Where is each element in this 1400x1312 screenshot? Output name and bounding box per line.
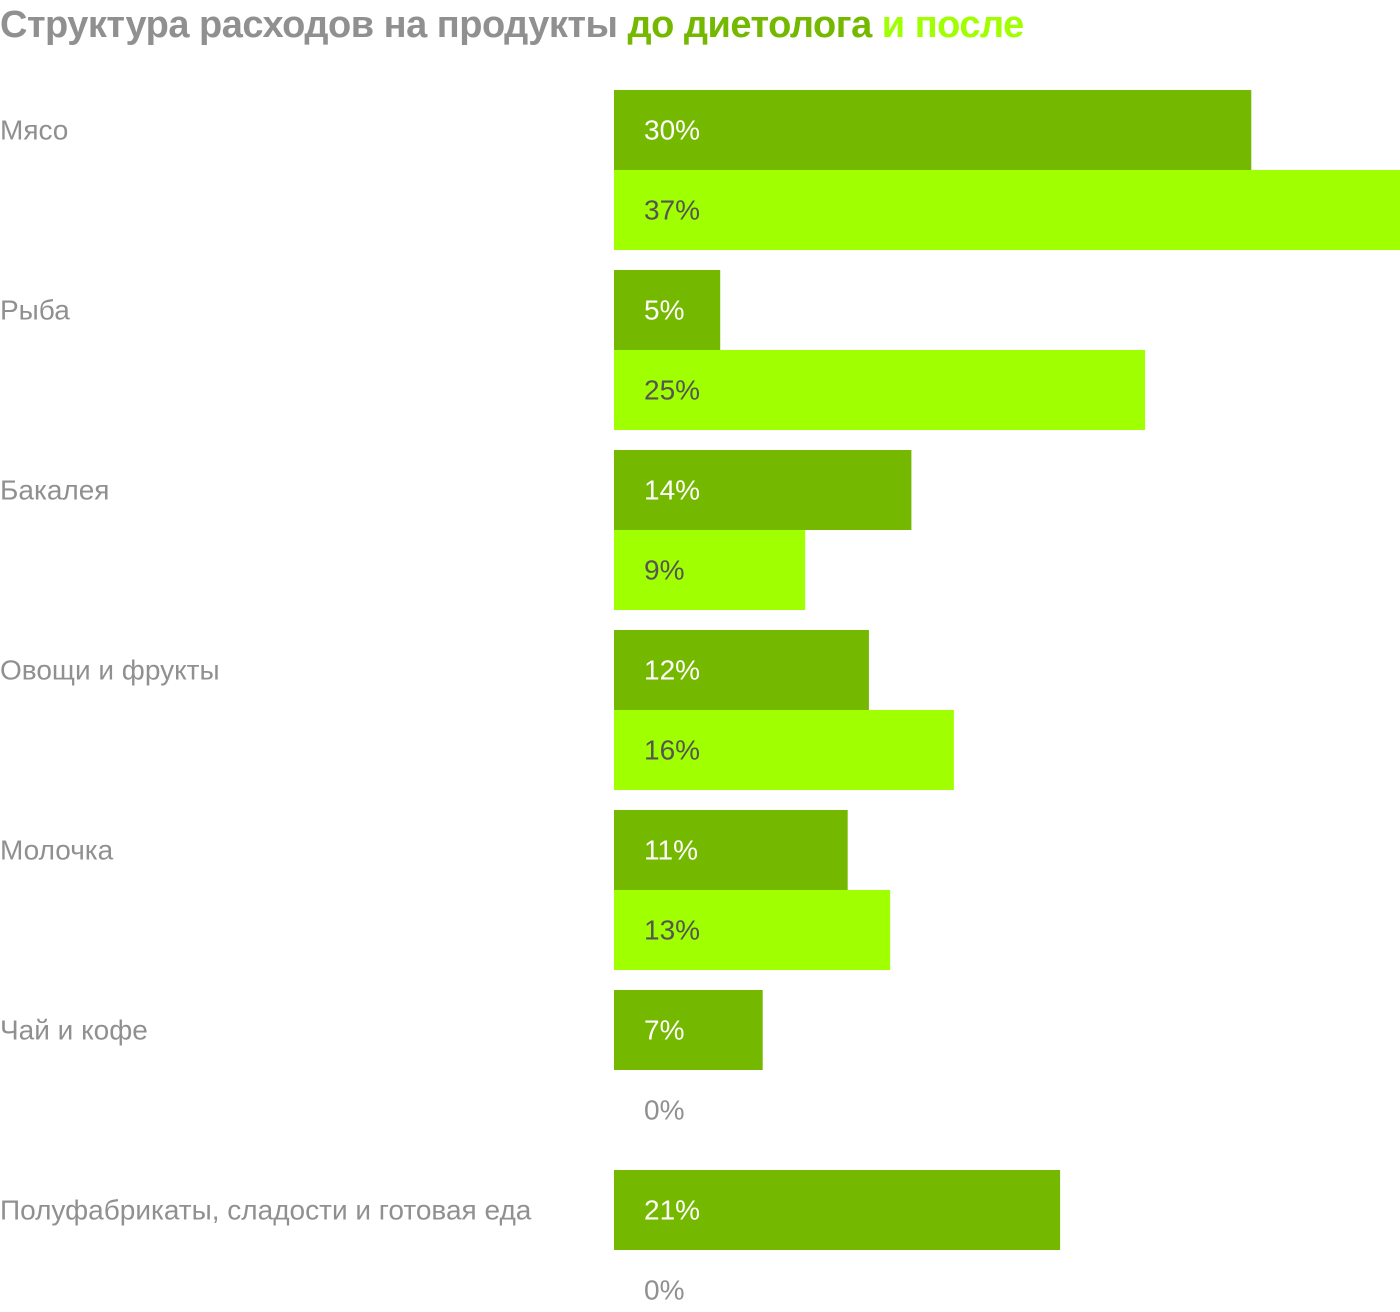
bar-before <box>614 630 869 710</box>
value-label-before: 12% <box>644 655 700 686</box>
value-label-before: 30% <box>644 115 700 146</box>
bar-before <box>614 90 1252 170</box>
value-label-after: 13% <box>644 915 700 946</box>
bar-after <box>614 890 891 970</box>
bar-after <box>614 530 806 610</box>
category-label: Бакалея <box>0 475 109 506</box>
value-label-before: 11% <box>644 835 698 866</box>
chart-title-after: и после <box>871 4 1025 46</box>
value-label-after: 16% <box>644 735 700 766</box>
category-label: Рыба <box>0 295 70 326</box>
value-label-before: 14% <box>644 475 700 506</box>
bar-before <box>614 990 763 1070</box>
chart-title: Структура расходов на продукты до диетол… <box>0 0 1024 50</box>
chart-title-main: Структура расходов на продукты <box>0 4 628 46</box>
bar-after <box>614 710 954 790</box>
chart-title-before: до диетолога <box>627 4 873 46</box>
category-label: Молочка <box>0 835 114 866</box>
value-label-after: 37% <box>644 195 700 226</box>
value-label-before: 7% <box>644 1015 684 1046</box>
value-label-after: 25% <box>644 375 700 406</box>
category-label: Чай и кофе <box>0 1015 148 1046</box>
category-label: Овощи и фрукты <box>0 655 220 686</box>
value-label-after: 0% <box>644 1275 684 1306</box>
value-label-after: 0% <box>644 1095 684 1126</box>
bar-after <box>614 170 1400 250</box>
category-label: Полуфабрикаты, сладости и готовая еда <box>0 1195 532 1226</box>
bar-before <box>614 1170 1061 1250</box>
bar-before <box>614 270 721 350</box>
category-label: Мясо <box>0 115 68 146</box>
value-label-before: 21% <box>644 1195 700 1226</box>
value-label-after: 9% <box>644 555 684 586</box>
bar-before <box>614 810 848 890</box>
bar-before <box>614 450 912 530</box>
bar-after <box>614 350 1146 430</box>
value-label-before: 5% <box>644 295 684 326</box>
